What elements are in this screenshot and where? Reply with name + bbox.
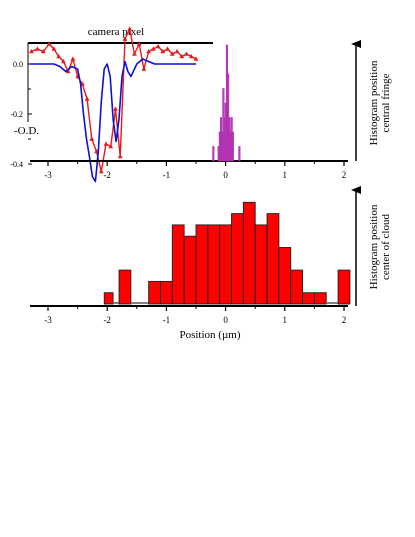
cloud-center-y-label: Histogram positioncenter of cloud [368,204,392,289]
measured-od-marker [146,48,152,54]
measured-od-marker [188,53,194,59]
central-fringe-x-tick-label: 0 [223,170,228,180]
od-y-tick-label: -0.2 [10,110,23,119]
od-y-axis-label: -O.D. [14,125,39,137]
cloud-center-y-label-line-2: center of cloud [380,214,392,280]
measured-od-marker [70,56,76,61]
central-fringe-x-ticks: -3 -2 -1 0 1 2 [44,161,346,180]
cloud-center-bar [207,224,221,305]
measured-od-line [31,28,197,173]
cloud-center-x-tick-label: -3 [44,315,52,325]
measured-od-marker [160,48,166,54]
cloud-center-bar [183,235,197,305]
central-fringe-bar [238,146,241,162]
central-fringe-x-tick-label: -2 [103,170,111,180]
cloud-center-bar [195,224,209,305]
od-y-ticks: 0.0 -0.2 -0.4 [10,60,32,169]
camera-pixel-axis-label: camera pixel [88,26,145,38]
central-fringe-y-label-line-1: Histogram position [368,60,380,145]
cloud-center-histogram-panel: -3 -2 -1 0 1 2 Histogram positioncenter of cl… [30,186,392,341]
measured-od-marker [98,168,104,174]
measured-od-marker [150,46,156,51]
measured-od-marker [127,26,133,31]
cloud-center-bar [171,224,185,305]
cloud-center-empty-bin [326,302,339,304]
measured-od-marker [184,51,189,56]
cloud-center-x-tick-label: -1 [163,315,171,325]
fitted-od-line [30,58,196,183]
measured-od-marker [155,43,161,49]
central-fringe-bar [212,146,215,162]
cloud-center-bar [219,224,232,305]
central-fringe-x-tick-label: -3 [44,170,52,180]
cloud-center-bar [148,280,161,305]
cloud-center-bar [254,224,268,305]
measured-od-marker [51,46,57,51]
measured-od-marker [179,53,185,59]
measured-od-marker [136,41,142,46]
central-fringe-x-tick-label: 2 [342,170,347,180]
od-y-tick-label: 0.0 [13,60,23,69]
cloud-center-empty-bin [113,302,120,304]
measured-od-marker [40,48,46,54]
measured-od-marker [141,66,147,71]
central-fringe-x-tick-label: 1 [283,170,288,180]
measured-od-marker [89,136,95,141]
cloud-center-x-tick-label: 2 [342,315,347,325]
measured-od-marker [34,46,40,51]
central-fringe-bars [212,44,241,162]
od-profile-panel: camera pixel 0.0 -0.2 -0.4 -O.D. [10,26,213,183]
measured-od-marker [56,53,62,59]
cloud-center-y-label-line-1: Histogram position [368,204,380,289]
measured-od-marker [165,46,170,51]
cloud-center-empty-bin [142,302,149,304]
measured-od-marker [29,48,34,54]
central-fringe-x-tick-label: -1 [163,170,171,180]
cloud-center-x-tick-label: 1 [283,315,288,325]
cloud-center-x-tick-label: -2 [103,315,111,325]
cloud-center-bar [278,247,292,305]
central-fringe-histogram-panel: -3 -2 -1 0 1 2 Histogram positioncentral frin… [30,40,392,180]
measured-od-marker [65,68,71,74]
cloud-center-bar [313,292,327,305]
cloud-center-bar [302,292,315,305]
measured-od-marker [122,36,128,41]
od-y-tick-label: -0.4 [10,160,23,169]
cloud-center-bar [242,201,256,305]
measured-od-marker [103,141,109,146]
od-series-group [29,26,199,183]
measured-od-marker [113,106,118,111]
measured-od-marker [174,48,180,54]
central-fringe-y-label-line-2: central fringe [380,73,392,132]
cloud-center-x-tick-label: 0 [223,315,228,325]
measured-od-marker [46,41,52,46]
cloud-center-bar [290,269,304,305]
central-fringe-y-label: Histogram positioncentral fringe [368,60,392,145]
measured-od-marker [108,143,114,149]
cloud-center-empty-bin [130,302,143,304]
cloud-center-x-ticks: -3 -2 -1 0 1 2 [44,306,346,325]
measured-od-marker [193,56,199,61]
measured-od-marker [84,96,90,101]
cloud-center-bar [231,213,244,305]
cloud-center-bar [118,269,132,305]
central-fringe-bar [231,131,234,162]
cloud-center-bar [266,213,280,305]
measured-od-marker [169,51,175,56]
cloud-center-bars [103,201,351,305]
cloud-center-bar [337,269,351,305]
cloud-center-bar [103,292,114,305]
measured-od-marker [60,58,66,64]
position-x-axis-label: Position (µm) [179,329,240,341]
measured-od-marker [132,51,137,56]
cloud-center-bar [160,280,173,305]
measured-od-marker [117,153,123,159]
